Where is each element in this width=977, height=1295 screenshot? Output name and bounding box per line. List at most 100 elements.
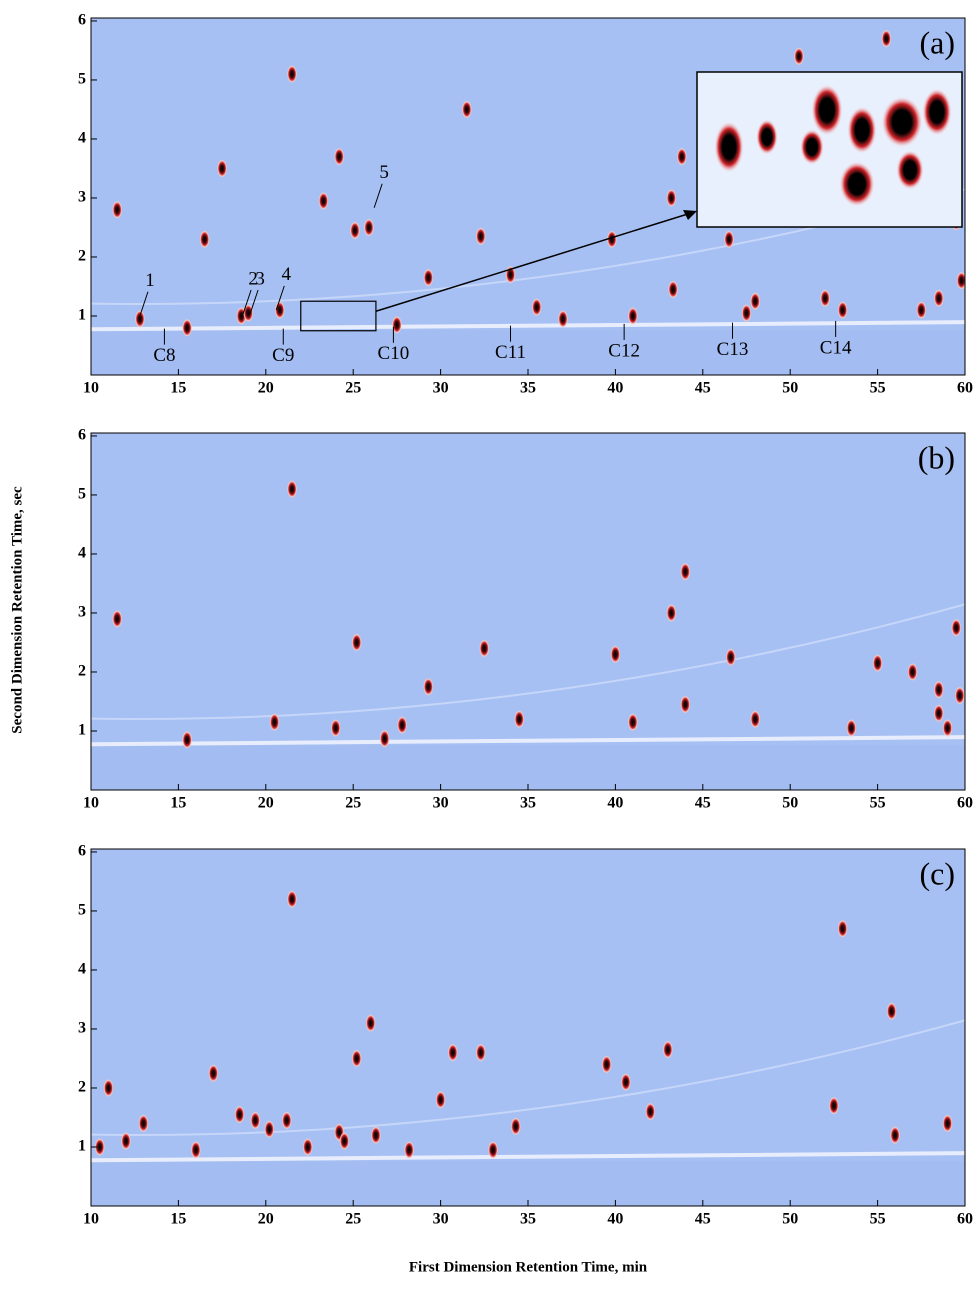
peak (423, 677, 434, 696)
peak (190, 1140, 201, 1159)
x-tick-label: 40 (607, 795, 623, 812)
peak (872, 654, 883, 673)
peak (330, 719, 341, 738)
peak (954, 686, 965, 705)
annotation: 5 (379, 162, 389, 183)
peak (680, 562, 691, 581)
x-tick-label: 40 (607, 380, 623, 397)
x-tick-label: 25 (345, 795, 361, 812)
inset-blob (847, 106, 877, 154)
x-tick-label: 25 (345, 1211, 361, 1228)
inset-source-box (300, 300, 377, 332)
inset-frame (696, 71, 963, 228)
panel-label: (b) (918, 439, 955, 475)
inset-arrow (375, 212, 692, 312)
annotation: C11 (495, 342, 526, 363)
peak (217, 159, 228, 178)
y-tick-label: 3 (78, 1020, 86, 1037)
peak (741, 304, 752, 323)
plot-area (91, 29, 965, 375)
peak (287, 65, 298, 84)
x-tick-label: 45 (695, 1211, 711, 1228)
peak (435, 1090, 446, 1109)
y-tick-label: 5 (78, 71, 86, 88)
peak (318, 191, 329, 210)
peak (488, 1140, 499, 1159)
x-tick-label: 20 (258, 795, 274, 812)
annotation-leader (275, 285, 285, 311)
y-tick-label: 6 (78, 843, 86, 860)
peak (680, 695, 691, 714)
annotation: 1 (145, 270, 155, 291)
peak (182, 318, 193, 337)
peak (956, 271, 965, 290)
x-tick-label: 30 (433, 795, 449, 812)
annotation: C10 (378, 343, 410, 364)
peak (351, 633, 362, 652)
y-tick-label: 4 (78, 545, 86, 562)
y-tick-label: 6 (78, 427, 86, 444)
x-tick-label: 15 (170, 380, 186, 397)
panel-label: (c) (919, 855, 955, 891)
peak (662, 1040, 673, 1059)
peak (510, 1117, 521, 1136)
x-tick-label: 15 (170, 795, 186, 812)
x-axis-title: First Dimension Retention Time, min (409, 1259, 648, 1275)
baseline-region (91, 745, 965, 790)
panel-label: (a) (919, 24, 955, 60)
annotation-leader (249, 289, 259, 315)
peak (601, 1055, 612, 1074)
peak (750, 292, 761, 311)
x-tick-label: 60 (957, 1211, 973, 1228)
peak (933, 680, 944, 699)
baseline-streak (91, 320, 965, 332)
peak (666, 188, 677, 207)
x-tick-label: 30 (433, 380, 449, 397)
peak (349, 221, 360, 240)
peak (370, 1126, 381, 1145)
x-tick-label: 50 (782, 380, 798, 397)
peak (557, 309, 568, 328)
inset-blob (839, 161, 875, 207)
peak (916, 301, 927, 320)
peak (907, 662, 918, 681)
x-tick-label: 25 (345, 380, 361, 397)
y-tick-label: 3 (78, 189, 86, 206)
peak (942, 719, 953, 738)
peak (837, 301, 848, 320)
peak (351, 1049, 362, 1068)
peak (793, 47, 804, 66)
peak (881, 29, 892, 48)
inset-blob (811, 84, 843, 136)
peak (234, 1105, 245, 1124)
peak (274, 301, 285, 320)
peak (94, 1137, 105, 1156)
roof-streak (91, 1019, 965, 1136)
x-tick-label: 60 (957, 380, 973, 397)
peak (606, 230, 617, 249)
x-tick-label: 20 (258, 380, 274, 397)
peak (620, 1073, 631, 1092)
peak (397, 716, 408, 735)
x-tick-label: 30 (433, 1211, 449, 1228)
annotation: C12 (608, 340, 640, 361)
peak (447, 1043, 458, 1062)
peak (933, 289, 944, 308)
y-tick-label: 5 (78, 486, 86, 503)
peak (404, 1140, 415, 1159)
inset-blob (896, 150, 924, 190)
peak (514, 710, 525, 729)
peak (391, 315, 402, 334)
x-tick-label: 40 (607, 1211, 623, 1228)
peak (134, 309, 145, 328)
peak (828, 1096, 839, 1115)
peak (287, 890, 298, 909)
inset-blob (714, 121, 744, 173)
x-tick-label: 35 (520, 380, 536, 397)
peak (461, 100, 472, 119)
y-tick-label: 4 (78, 130, 86, 147)
peak (365, 1014, 376, 1033)
